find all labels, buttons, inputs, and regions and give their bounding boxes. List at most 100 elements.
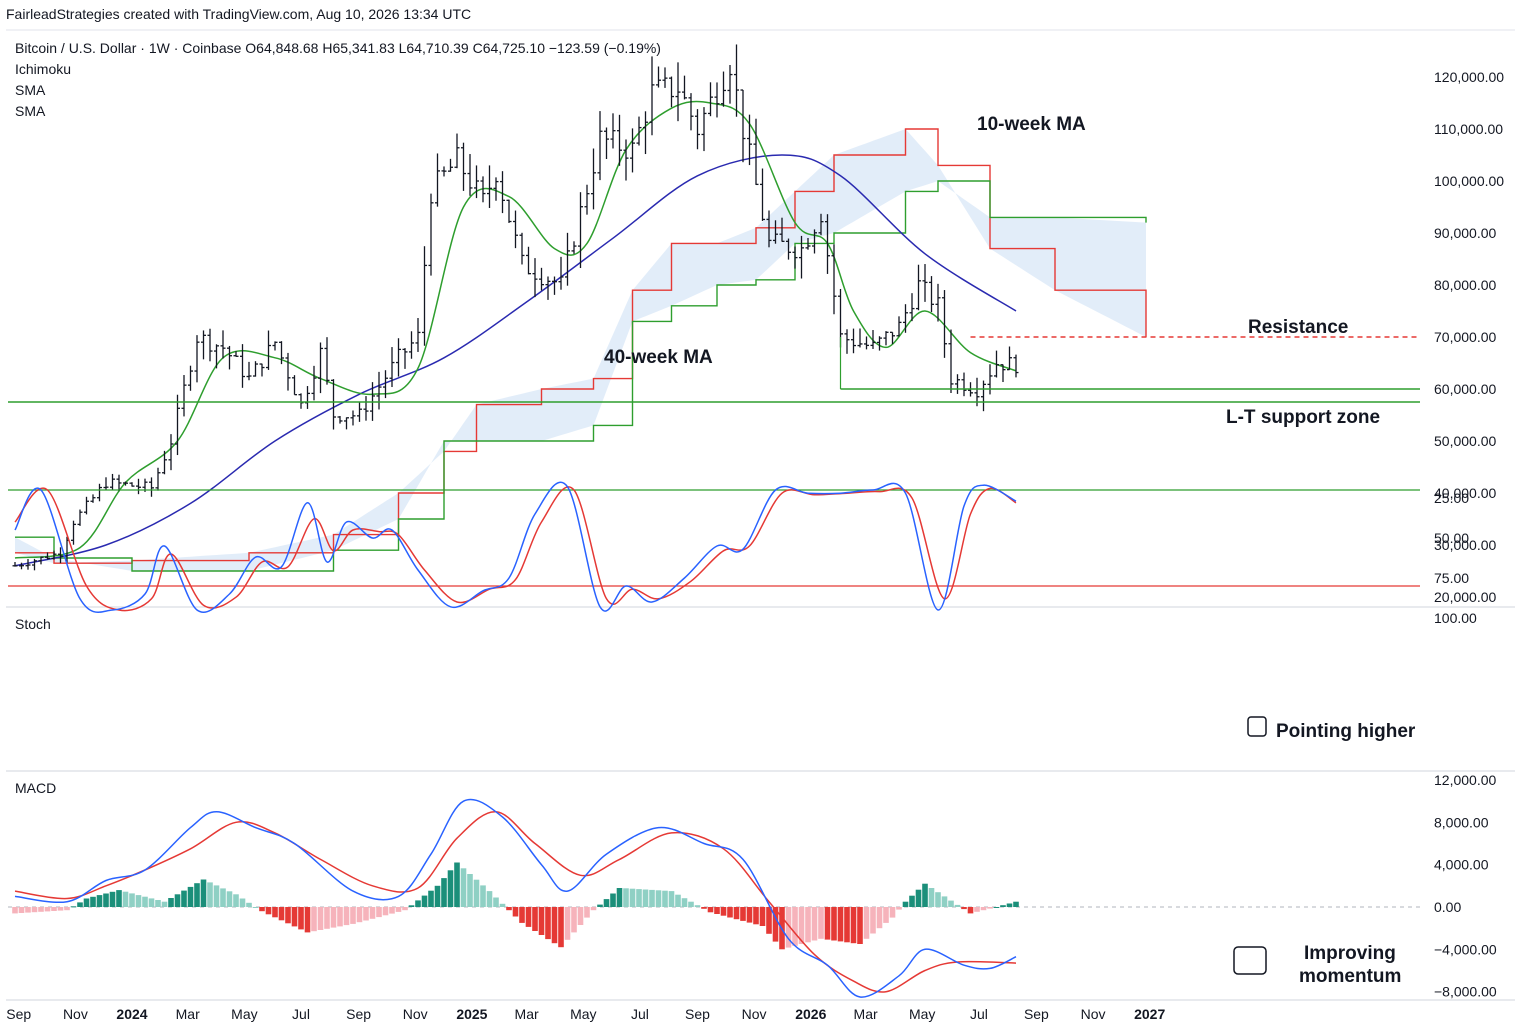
ohlc-bar xyxy=(474,165,479,199)
macd-histogram-bar xyxy=(948,900,954,907)
macd-histogram-bar xyxy=(382,907,389,916)
macd-histogram-bar xyxy=(818,907,824,939)
macd-histogram-bar xyxy=(213,885,220,907)
macd-histogram-bar xyxy=(681,898,688,907)
macd-histogram-bar xyxy=(649,889,655,907)
ohlc-bar xyxy=(227,345,232,370)
macd-histogram-bar xyxy=(278,907,285,921)
stoch-k-line xyxy=(14,481,1017,613)
ohlc-bar xyxy=(675,62,681,122)
macd-histogram-bar xyxy=(707,907,714,913)
macd-histogram-bar xyxy=(480,885,486,907)
macd-histogram-bar xyxy=(70,906,77,908)
macd-histogram-bar xyxy=(415,900,421,907)
price-axis-tick-label: 120,000.00 xyxy=(1434,69,1504,85)
ohlc-bar xyxy=(136,478,141,495)
macd-histogram-bar xyxy=(844,907,850,943)
ohlc-bar xyxy=(825,214,830,274)
time-axis-tick-label: Sep xyxy=(346,1006,371,1022)
price-axis-tick-label: 100,000.00 xyxy=(1434,173,1504,189)
price-axis-tick-label: 80,000.00 xyxy=(1434,277,1496,293)
ohlc-bar xyxy=(883,331,889,346)
macd-histogram-bar xyxy=(889,907,896,918)
ohlc-bar xyxy=(961,372,967,397)
ohlc-bar xyxy=(851,328,856,354)
time-axis-tick-label: Nov xyxy=(742,1006,767,1022)
macd-histogram-bar xyxy=(493,897,499,907)
macd-histogram-bar xyxy=(922,883,928,907)
macd-histogram-bar xyxy=(330,907,337,928)
ohlc-bar xyxy=(324,337,330,385)
macd-histogram-bar xyxy=(31,907,38,913)
ohlc-bar xyxy=(487,165,492,208)
macd-histogram-bar xyxy=(116,890,122,907)
ohlc-bar xyxy=(246,361,252,381)
macd-histogram-bar xyxy=(506,907,512,911)
ohlc-bar xyxy=(799,235,804,279)
ohlc-bar xyxy=(1007,346,1012,371)
macd-histogram-bar xyxy=(187,886,194,907)
stoch-axis-tick-label: 100.00 xyxy=(1434,610,1477,626)
macd-histogram-bar xyxy=(57,907,64,911)
macd-highlight-box xyxy=(1233,946,1267,975)
ohlc-bar xyxy=(688,93,694,131)
ohlc-bar xyxy=(168,434,174,471)
time-axis-tick-label: Mar xyxy=(176,1006,200,1022)
macd-histogram-bar xyxy=(525,907,532,927)
time-axis-tick-label: May xyxy=(909,1006,935,1022)
macd-histogram-bar xyxy=(616,888,623,907)
macd-histogram-bar xyxy=(265,907,272,915)
time-axis-tick-label: 2027 xyxy=(1134,1006,1165,1022)
ohlc-bar xyxy=(948,329,954,394)
macd-signal-line xyxy=(14,811,1017,993)
macd-histogram-bar xyxy=(291,907,298,927)
macd-histogram-bar xyxy=(792,907,798,946)
macd-histogram-bar xyxy=(811,907,818,941)
macd-histogram-bar xyxy=(1000,905,1006,907)
macd-histogram-bar xyxy=(473,879,480,907)
ohlc-bar xyxy=(350,410,356,426)
macd-histogram-bar xyxy=(935,892,941,907)
ohlc-bar xyxy=(877,336,882,351)
macd-histogram-bar xyxy=(122,891,129,907)
ohlc-bar xyxy=(383,370,388,399)
ohlc-bar xyxy=(32,558,37,571)
ohlc-bar xyxy=(812,229,817,254)
ohlc-bar xyxy=(513,210,518,249)
time-axis-tick-label: Sep xyxy=(1024,1006,1049,1022)
ohlc-bar xyxy=(929,276,934,312)
ohlc-bar xyxy=(149,477,154,497)
macd-histogram-bar xyxy=(285,907,291,924)
macd-histogram-bar xyxy=(701,907,707,909)
ohlc-bar xyxy=(617,114,622,166)
stoch-pane-title: Stoch xyxy=(15,616,51,632)
macd-histogram-bar xyxy=(941,896,948,907)
ohlc-bar xyxy=(214,344,219,369)
ohlc-bar xyxy=(12,562,18,567)
macd-histogram-bar xyxy=(571,907,577,933)
macd-histogram-bar xyxy=(200,879,207,907)
ohlc-bar xyxy=(604,127,609,160)
ohlc-bar xyxy=(402,348,408,369)
macd-histogram-bar xyxy=(720,907,727,916)
ohlc-bar xyxy=(207,328,213,362)
macd-histogram-bar xyxy=(928,888,935,907)
macd-histogram-bar xyxy=(311,907,317,932)
ohlc-bar xyxy=(584,184,590,215)
ohlc-bar xyxy=(272,341,278,351)
ohlc-bar xyxy=(519,232,525,265)
macd-histogram-bar xyxy=(772,907,779,942)
ohlc-bar xyxy=(38,556,44,565)
stoch-axis-tick-label: 50.00 xyxy=(1434,530,1469,546)
ohlc-bar xyxy=(747,114,752,166)
macd-histogram-bar xyxy=(668,891,675,907)
ohlc-bar xyxy=(298,393,304,409)
macd-histogram-bar xyxy=(194,883,200,907)
macd-histogram-bar xyxy=(467,874,473,907)
ohlc-bar xyxy=(721,71,726,107)
ohlc-bar xyxy=(779,217,785,242)
ohlc-bar xyxy=(194,335,200,383)
macd-histogram-bar xyxy=(298,907,304,930)
ohlc-bar xyxy=(285,352,291,391)
